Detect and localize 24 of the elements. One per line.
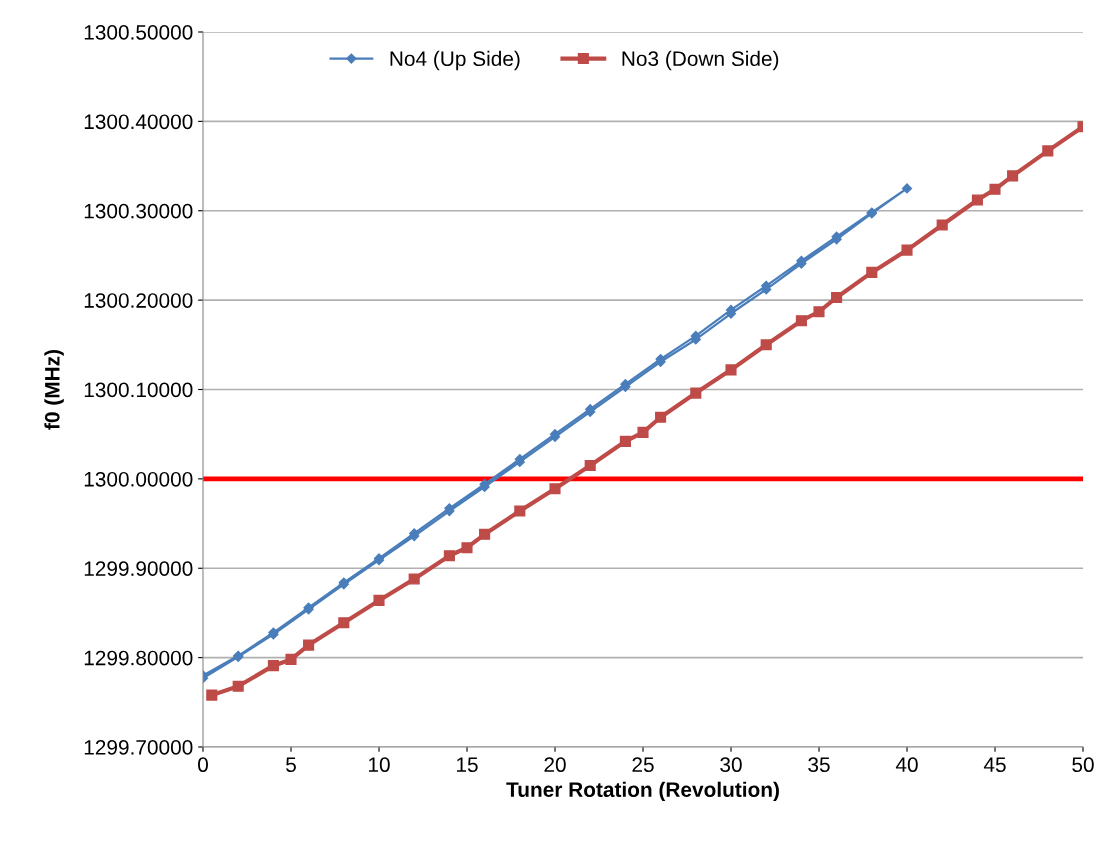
x-tick-label: 35	[808, 757, 830, 773]
y-tick-label: 1299.70000	[84, 740, 193, 755]
x-tick-label: 40	[895, 757, 918, 773]
x-tick-label: 30	[720, 757, 742, 773]
y-tick-label: 1300.20000	[84, 293, 193, 308]
y-tick-label: 1300.40000	[84, 114, 193, 130]
y-axis-title: f0 (MHz)	[44, 350, 64, 430]
legend-label: No3 (Down Side)	[622, 50, 779, 71]
x-tick-label: 50	[1072, 757, 1094, 773]
x-tick-label: 45	[983, 757, 1006, 773]
legend-label: No4 (Up Side)	[390, 50, 520, 71]
y-tick-label: 1300.10000	[84, 382, 193, 398]
x-tick-label: 20	[544, 757, 566, 773]
y-tick-label: 1299.80000	[84, 650, 193, 666]
x-tick-label: 15	[457, 757, 478, 773]
y-tick-label: 1300.00000	[84, 471, 193, 487]
y-tick-label: 1300.30000	[84, 203, 193, 219]
y-tick-label: 1299.90000	[84, 561, 193, 576]
y-tick-label: 1300.50000	[84, 25, 193, 40]
x-tick-label: 0	[198, 757, 208, 773]
x-tick-label: 5	[286, 757, 296, 773]
x-tick-label: 10	[369, 757, 390, 773]
x-axis-title: Tuner Rotation (Revolution)	[506, 781, 779, 802]
x-tick-label: 25	[632, 757, 654, 773]
